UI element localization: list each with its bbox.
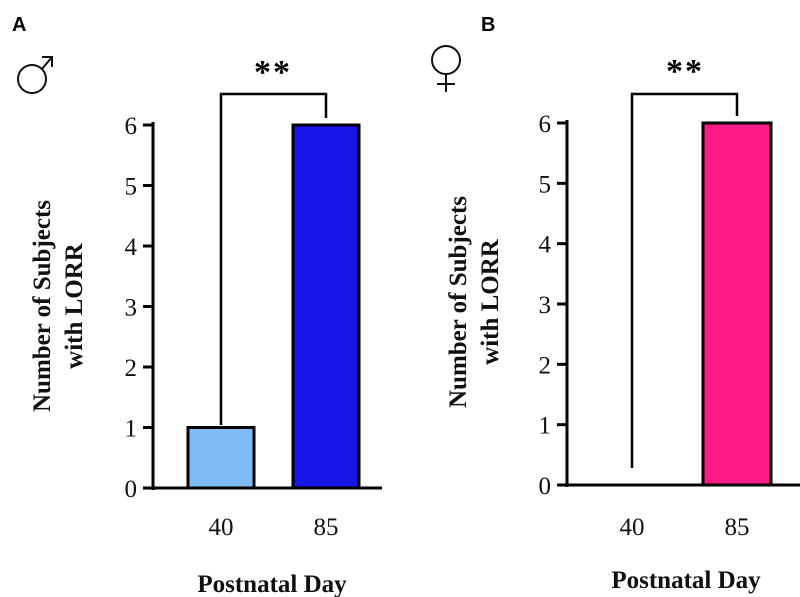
y-tick-label: 3 (539, 292, 552, 319)
x-tick-label: 40 (209, 514, 234, 541)
female-symbol-icon (431, 45, 461, 92)
bar-day-40 (186, 426, 256, 490)
bars-b (701, 121, 773, 487)
significance-label-a: ** (254, 54, 292, 91)
y-tick-label: 5 (125, 174, 138, 201)
y-tick-label: 6 (539, 111, 552, 138)
y-tick-label: 5 (539, 171, 552, 198)
bar-day-85 (701, 121, 773, 487)
panel-a: A Number of Subjects with LORR 0 1 2 3 4 5 6 4… (12, 14, 382, 597)
x-tick-label: 85 (314, 514, 339, 541)
x-axis-title-a: Postnatal Day (197, 571, 347, 597)
y-axis-title-a-line-1: Number of Subjects (29, 200, 56, 412)
y-axis-title-a-line-2: with LORR (61, 242, 88, 369)
y-axis-title-b: Number of Subjects with LORR (445, 196, 504, 408)
bar-day-85 (291, 123, 361, 490)
y-tick-label: 1 (539, 413, 552, 440)
bars-a (186, 123, 361, 490)
y-tick-label: 4 (539, 232, 552, 259)
male-symbol-icon (17, 56, 53, 94)
y-tick-label: 6 (125, 113, 138, 140)
panel-b: B Number of Subjects with LORR 0 1 2 3 4 5 6 4… (431, 14, 800, 594)
y-axis-title-b-line-2: with LORR (477, 238, 504, 365)
significance-bracket-b (630, 92, 739, 468)
x-tick-labels-b: 40 85 (620, 514, 750, 541)
y-tick-label: 0 (125, 476, 138, 503)
y-tick-label: 1 (125, 416, 138, 443)
x-tick-label: 40 (620, 514, 645, 541)
y-tick-label: 2 (539, 352, 552, 379)
y-axis-title-b-line-1: Number of Subjects (445, 196, 472, 408)
y-tick-label: 2 (125, 355, 138, 382)
y-ticks-b: 0 1 2 3 4 5 6 (539, 111, 567, 500)
x-axis-title-b: Postnatal Day (611, 567, 761, 594)
significance-label-b: ** (666, 53, 704, 90)
panel-letter-a: A (12, 14, 26, 36)
y-axis-title-a: Number of Subjects with LORR (29, 200, 88, 412)
significance-bracket-a (219, 92, 328, 425)
y-tick-label: 0 (539, 473, 552, 500)
x-tick-label: 85 (725, 514, 750, 541)
y-tick-label: 4 (125, 234, 138, 261)
y-tick-label: 3 (125, 295, 138, 322)
panel-letter-b: B (481, 14, 495, 36)
x-tick-labels-a: 40 85 (209, 514, 339, 541)
y-ticks-a: 0 1 2 3 4 5 6 (125, 113, 153, 503)
